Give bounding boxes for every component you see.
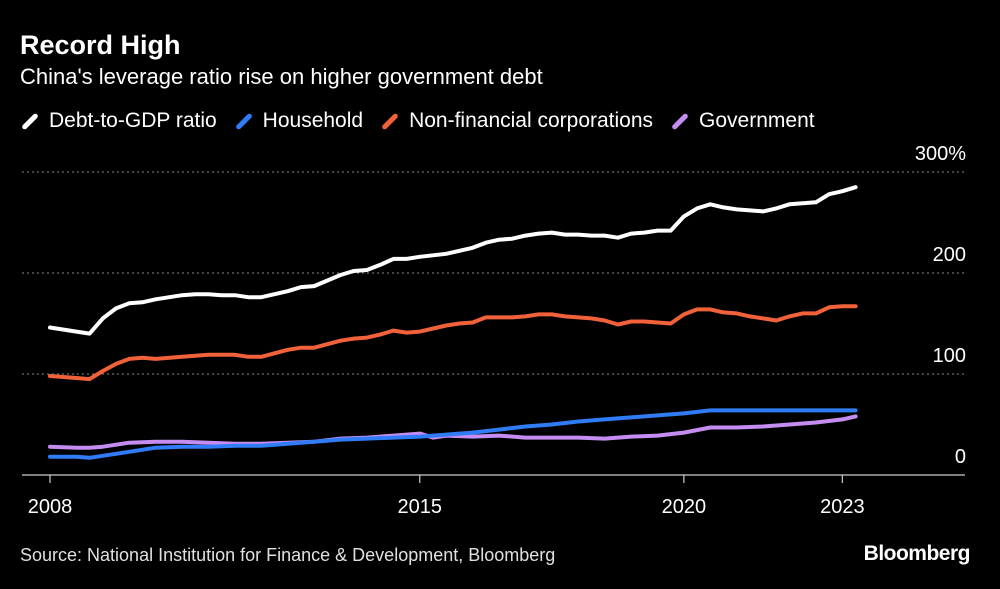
legend-item-government: Government: [670, 109, 815, 133]
y-tick-label: 0: [955, 446, 966, 468]
x-tick-label: 2023: [820, 496, 865, 518]
source-note: Source: National Institution for Finance…: [20, 545, 556, 565]
bloomberg-logo: Bloomberg: [863, 542, 971, 565]
legend-label: Household: [262, 109, 364, 132]
y-tick-label: 300%: [915, 143, 966, 165]
series-line-government: [48, 414, 858, 450]
x-tick-label: 2015: [398, 496, 443, 518]
chart-legend: Debt-to-GDP ratio Household Non-financia…: [20, 109, 832, 133]
legend-item-household: Household: [234, 109, 363, 133]
legend-item-debt-to-gdp: Debt-to-GDP ratio: [20, 109, 217, 133]
y-tick-label: 200: [933, 244, 966, 266]
x-tick-label: 2008: [28, 496, 73, 518]
legend-item-non-financial-corporations: Non-financial corporations: [380, 109, 653, 133]
legend-label: Debt-to-GDP ratio: [49, 109, 217, 132]
x-tick-label: 2020: [662, 496, 707, 518]
series-line-non-financial-corporations: [48, 304, 858, 382]
chart-title: Record High: [20, 30, 181, 60]
y-tick-label: 100: [933, 345, 966, 367]
series-line-debt-to-gdp-ratio: [48, 185, 858, 336]
legend-label: Government: [699, 109, 815, 132]
chart-subtitle: China's leverage ratio rise on higher go…: [20, 64, 543, 89]
series-line-household: [48, 408, 858, 460]
legend-label: Non-financial corporations: [409, 109, 654, 132]
